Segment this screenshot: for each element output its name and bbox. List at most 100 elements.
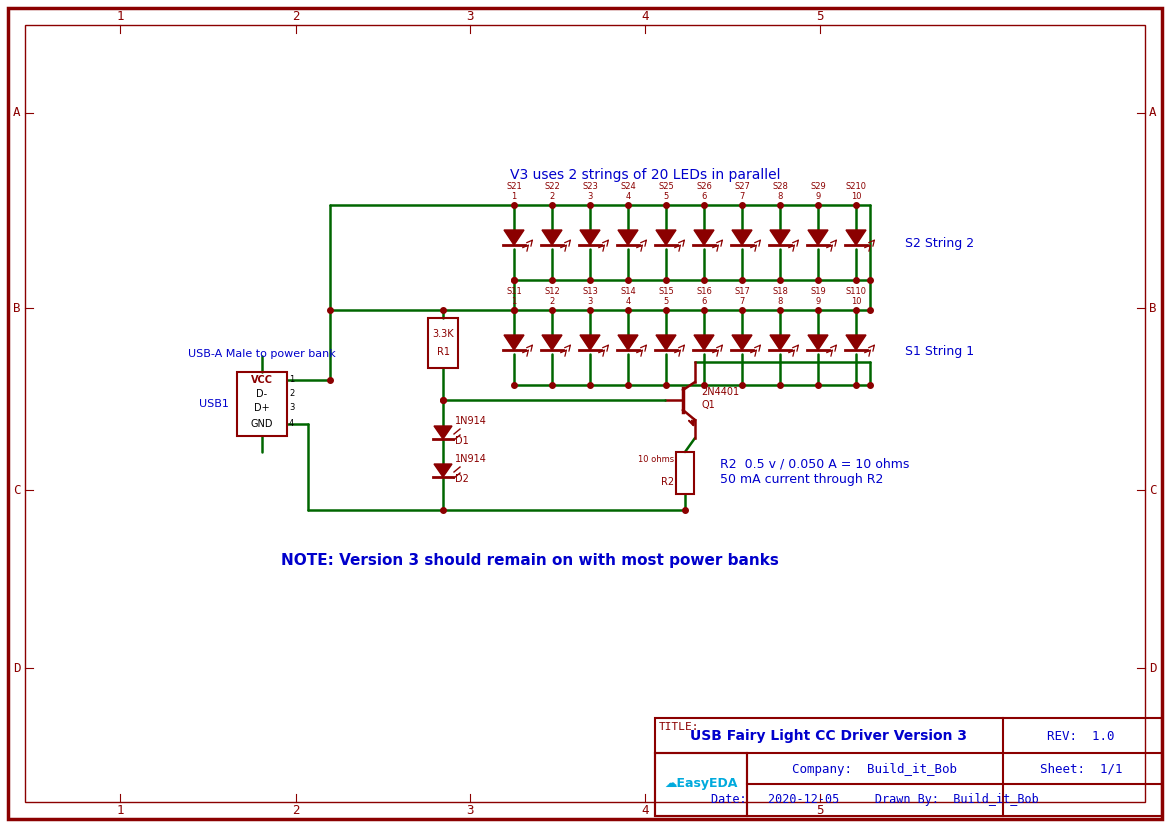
Polygon shape — [504, 335, 524, 350]
Text: S24: S24 — [620, 182, 635, 191]
Polygon shape — [732, 230, 752, 245]
Polygon shape — [434, 464, 452, 477]
Polygon shape — [846, 335, 866, 350]
Text: 50 mA current through R2: 50 mA current through R2 — [720, 474, 883, 486]
Text: D: D — [1149, 662, 1157, 675]
Text: 6: 6 — [701, 297, 707, 306]
Text: S14: S14 — [620, 287, 635, 296]
Text: 7: 7 — [739, 192, 744, 201]
Text: R1: R1 — [436, 347, 449, 357]
Text: Date:   2020-12-05     Drawn By:  Build_it_Bob: Date: 2020-12-05 Drawn By: Build_it_Bob — [711, 793, 1039, 806]
Text: 6: 6 — [701, 192, 707, 201]
Text: B: B — [1149, 302, 1157, 314]
Text: 10: 10 — [851, 297, 861, 306]
Text: 10: 10 — [851, 192, 861, 201]
Text: V3 uses 2 strings of 20 LEDs in parallel: V3 uses 2 strings of 20 LEDs in parallel — [510, 168, 780, 182]
Text: 4: 4 — [289, 419, 294, 428]
Text: S1 String 1: S1 String 1 — [906, 346, 975, 358]
Text: S15: S15 — [658, 287, 674, 296]
Text: USB-A Male to power bank: USB-A Male to power bank — [188, 349, 336, 359]
Text: D2: D2 — [455, 474, 469, 484]
Text: 5: 5 — [663, 297, 668, 306]
Text: 5: 5 — [663, 192, 668, 201]
Text: 4: 4 — [626, 297, 631, 306]
Polygon shape — [580, 335, 600, 350]
Text: 2: 2 — [292, 11, 300, 23]
Text: 10 ohms: 10 ohms — [638, 456, 674, 465]
Polygon shape — [808, 230, 828, 245]
Text: 4: 4 — [641, 804, 648, 816]
Text: 1N914: 1N914 — [455, 416, 487, 426]
Text: C: C — [13, 484, 21, 496]
Bar — [428, 318, 457, 368]
Text: S28: S28 — [772, 182, 787, 191]
Text: 4: 4 — [641, 11, 648, 23]
Text: D: D — [13, 662, 21, 675]
Polygon shape — [846, 230, 866, 245]
Bar — [655, 718, 1162, 816]
Text: 8: 8 — [777, 297, 783, 306]
Text: 2: 2 — [550, 192, 555, 201]
Polygon shape — [542, 335, 562, 350]
Text: 3: 3 — [467, 11, 474, 23]
Text: 2: 2 — [550, 297, 555, 306]
Text: 4: 4 — [626, 192, 631, 201]
Text: 8: 8 — [777, 192, 783, 201]
Text: 1: 1 — [511, 297, 517, 306]
Text: 7: 7 — [739, 297, 744, 306]
Polygon shape — [504, 230, 524, 245]
Polygon shape — [580, 230, 600, 245]
Text: Sheet:  1/1: Sheet: 1/1 — [1040, 762, 1122, 776]
Text: R2  0.5 v / 0.050 A = 10 ohms: R2 0.5 v / 0.050 A = 10 ohms — [720, 457, 909, 471]
Text: A: A — [13, 107, 21, 119]
Text: S27: S27 — [734, 182, 750, 191]
Text: S17: S17 — [734, 287, 750, 296]
Polygon shape — [808, 335, 828, 350]
Text: A: A — [1149, 107, 1157, 119]
Polygon shape — [542, 230, 562, 245]
Text: 2N4401: 2N4401 — [701, 387, 739, 397]
Text: USB Fairy Light CC Driver Version 3: USB Fairy Light CC Driver Version 3 — [690, 729, 968, 743]
Text: USB1: USB1 — [199, 399, 229, 409]
Polygon shape — [618, 335, 638, 350]
Text: 3: 3 — [467, 804, 474, 816]
Bar — [655, 753, 746, 816]
Polygon shape — [618, 230, 638, 245]
Text: Company:  Build_it_Bob: Company: Build_it_Bob — [792, 762, 957, 776]
Polygon shape — [656, 230, 676, 245]
Polygon shape — [770, 230, 790, 245]
Polygon shape — [694, 335, 714, 350]
Bar — [676, 452, 694, 494]
Text: S29: S29 — [810, 182, 826, 191]
Text: 3.3K: 3.3K — [432, 329, 454, 339]
Text: 9: 9 — [815, 192, 820, 201]
Text: S110: S110 — [846, 287, 867, 296]
Text: 1N914: 1N914 — [455, 454, 487, 464]
Text: 3: 3 — [587, 192, 593, 201]
Text: 5: 5 — [817, 804, 824, 816]
Text: 1: 1 — [289, 375, 294, 385]
Text: NOTE: Version 3 should remain on with most power banks: NOTE: Version 3 should remain on with mo… — [281, 552, 779, 567]
Text: 9: 9 — [815, 297, 820, 306]
Text: S22: S22 — [544, 182, 560, 191]
Text: D-: D- — [256, 389, 268, 399]
Polygon shape — [770, 335, 790, 350]
Text: REV:  1.0: REV: 1.0 — [1047, 729, 1115, 743]
Text: S25: S25 — [658, 182, 674, 191]
Text: S26: S26 — [696, 182, 711, 191]
Text: 5: 5 — [817, 11, 824, 23]
Text: S210: S210 — [846, 182, 867, 191]
Text: 2: 2 — [292, 804, 300, 816]
Text: 1: 1 — [511, 192, 517, 201]
Text: S19: S19 — [810, 287, 826, 296]
Text: S12: S12 — [544, 287, 560, 296]
Text: S13: S13 — [581, 287, 598, 296]
Bar — [238, 372, 287, 436]
Text: S2 String 2: S2 String 2 — [906, 237, 975, 250]
Text: S23: S23 — [581, 182, 598, 191]
Polygon shape — [656, 335, 676, 350]
Text: 2: 2 — [289, 390, 294, 399]
Text: D+: D+ — [254, 403, 270, 413]
Text: 1: 1 — [116, 11, 124, 23]
Text: ☁EasyEDA: ☁EasyEDA — [665, 777, 738, 791]
